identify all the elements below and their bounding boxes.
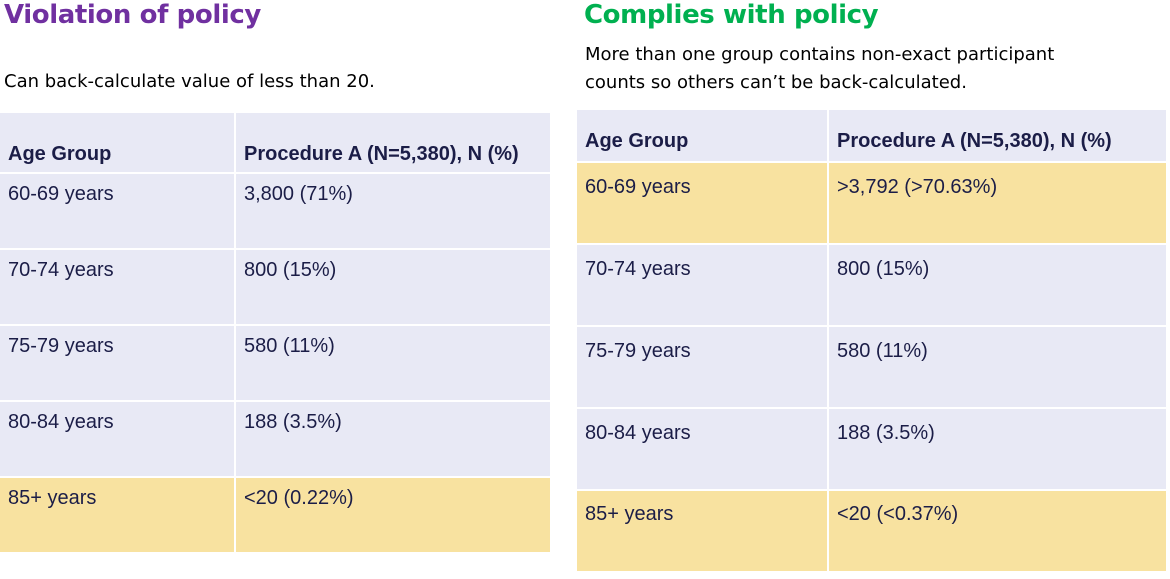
age-group-cell: 60-69 years <box>0 173 236 250</box>
procedure-value-cell: >3,792 (>70.63%) <box>828 162 1166 245</box>
complies-description: More than one group contains non-exact p… <box>585 41 1054 97</box>
table-row-highlighted: 60-69 years >3,792 (>70.63%) <box>577 162 1166 245</box>
column-header-age-group: Age Group <box>0 113 236 174</box>
table-row: 70-74 years 800 (15%) <box>0 249 550 326</box>
procedure-value-cell: 188 (3.5%) <box>828 408 1166 491</box>
table-row-highlighted: 85+ years <20 (<0.37%) <box>577 490 1166 573</box>
procedure-value-cell: 188 (3.5%) <box>235 401 550 478</box>
table-row-highlighted: 85+ years <20 (0.22%) <box>0 477 550 554</box>
age-group-cell: 75-79 years <box>0 325 236 402</box>
age-group-cell: 70-74 years <box>577 244 829 327</box>
column-header-age-group: Age Group <box>577 110 829 163</box>
complies-description-line: More than one group contains non-exact p… <box>585 44 1055 65</box>
table-header-row: Age Group Procedure A (N=5,380), N (%) <box>577 110 1166 163</box>
violation-heading: Violation of policy <box>4 0 261 30</box>
table-row: 80-84 years 188 (3.5%) <box>577 408 1166 491</box>
procedure-value-cell: 3,800 (71%) <box>235 173 550 250</box>
column-header-procedure-a: Procedure A (N=5,380), N (%) <box>828 110 1166 163</box>
violation-table: Age Group Procedure A (N=5,380), N (%) 6… <box>0 113 550 554</box>
table-row: 80-84 years 188 (3.5%) <box>0 401 550 478</box>
procedure-value-cell: <20 (<0.37%) <box>828 490 1166 573</box>
age-group-cell: 85+ years <box>0 477 236 554</box>
violation-description: Can back-calculate value of less than 20… <box>4 68 375 96</box>
age-group-cell: 75-79 years <box>577 326 829 409</box>
column-header-procedure-a: Procedure A (N=5,380), N (%) <box>235 113 550 174</box>
complies-heading: Complies with policy <box>584 0 879 30</box>
table-row: 70-74 years 800 (15%) <box>577 244 1166 327</box>
procedure-value-cell: 580 (11%) <box>828 326 1166 409</box>
procedure-value-cell: 800 (15%) <box>235 249 550 326</box>
procedure-value-cell: 580 (11%) <box>235 325 550 402</box>
age-group-cell: 70-74 years <box>0 249 236 326</box>
table-header-row: Age Group Procedure A (N=5,380), N (%) <box>0 113 550 174</box>
table-row: 75-79 years 580 (11%) <box>577 326 1166 409</box>
age-group-cell: 80-84 years <box>0 401 236 478</box>
procedure-value-cell: <20 (0.22%) <box>235 477 550 554</box>
table-row: 60-69 years 3,800 (71%) <box>0 173 550 250</box>
table-row: 75-79 years 580 (11%) <box>0 325 550 402</box>
complies-table: Age Group Procedure A (N=5,380), N (%) 6… <box>577 110 1166 573</box>
age-group-cell: 60-69 years <box>577 162 829 245</box>
age-group-cell: 80-84 years <box>577 408 829 491</box>
age-group-cell: 85+ years <box>577 490 829 573</box>
violation-description-line: Can back-calculate value of less than 20… <box>4 71 375 92</box>
complies-description-line: counts so others can’t be back-calculate… <box>585 72 967 93</box>
procedure-value-cell: 800 (15%) <box>828 244 1166 327</box>
